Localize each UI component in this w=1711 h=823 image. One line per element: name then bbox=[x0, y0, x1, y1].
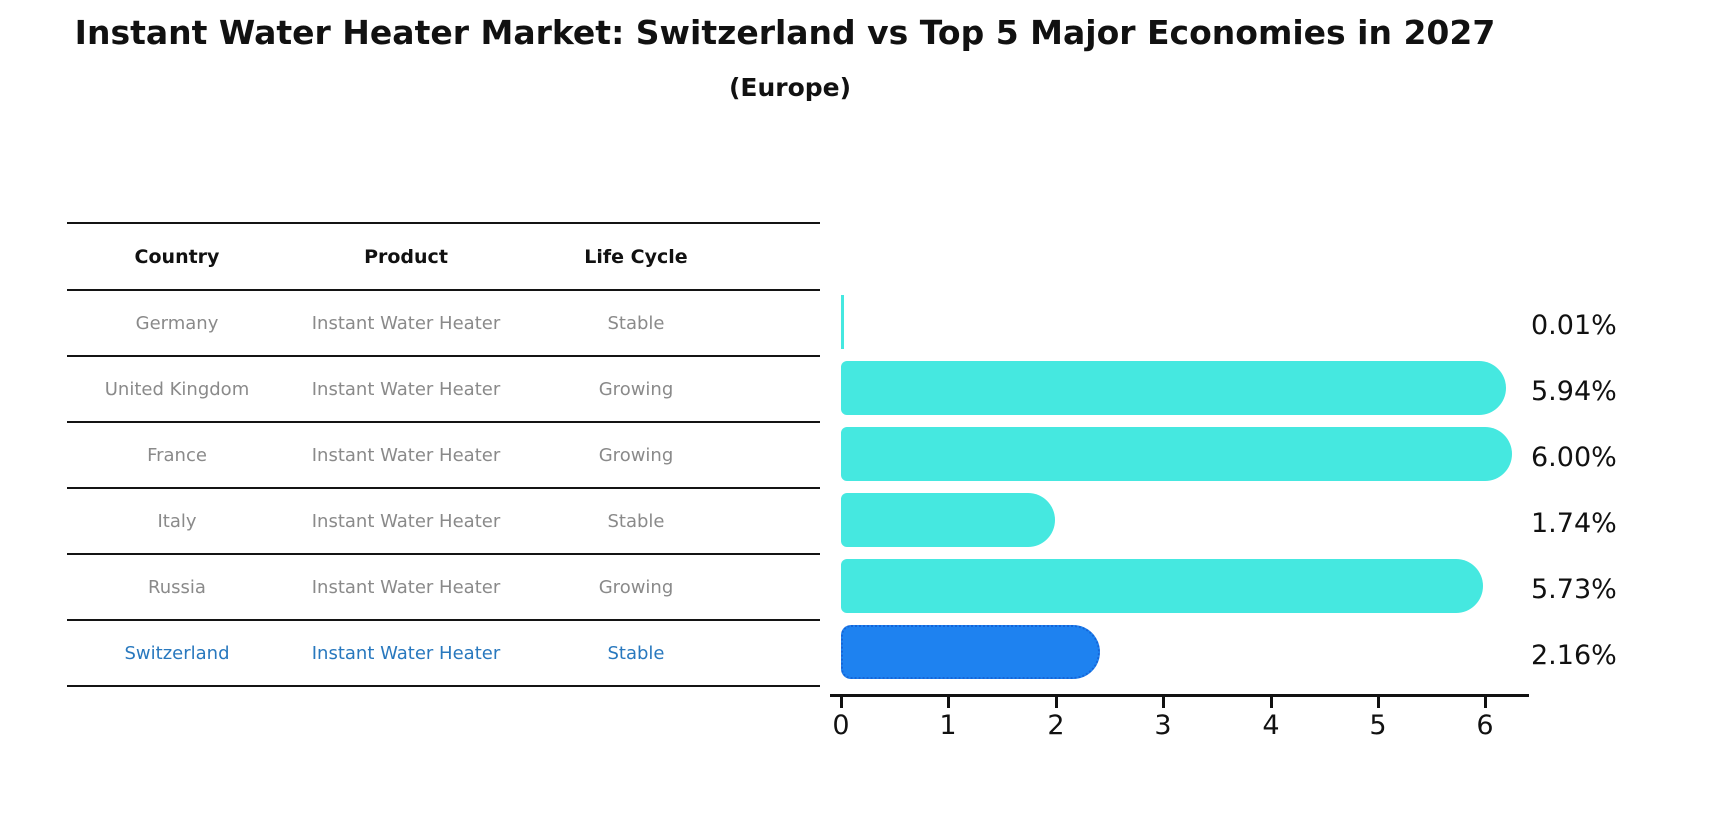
life-cycle-cell: Growing bbox=[598, 444, 674, 466]
value-label: 2.16% bbox=[1531, 640, 1617, 671]
product-cell: Instant Water Heater bbox=[311, 510, 501, 532]
bar-switzerland bbox=[841, 625, 1100, 679]
bar-italy bbox=[841, 493, 1055, 547]
value-label: 5.73% bbox=[1531, 574, 1617, 605]
table-row: United Kingdom Instant Water Heater Growin… bbox=[67, 355, 820, 421]
life-cycle-cell: Stable bbox=[607, 312, 665, 334]
bar-france bbox=[841, 427, 1512, 481]
country-cell: Germany bbox=[135, 312, 219, 334]
x-axis-line bbox=[830, 694, 1529, 697]
product-cell: Instant Water Heater bbox=[311, 378, 501, 400]
table-header-cell: Life Cycle bbox=[584, 245, 688, 268]
x-tick-label: 1 bbox=[939, 710, 957, 741]
x-tick-label: 2 bbox=[1047, 710, 1065, 741]
table-header-row: Country Product Life Cycle bbox=[67, 222, 820, 289]
life-cycle-cell: Growing bbox=[598, 378, 674, 400]
country-cell: France bbox=[147, 444, 207, 466]
x-tick-mark bbox=[840, 697, 843, 708]
chart-title: Instant Water Heater Market: Switzerland… bbox=[74, 13, 1496, 52]
life-cycle-cell: Growing bbox=[598, 576, 674, 598]
x-tick-label: 6 bbox=[1476, 710, 1494, 741]
x-tick-mark bbox=[1162, 697, 1165, 708]
x-tick-label: 4 bbox=[1262, 710, 1280, 741]
table-header-cell: Product bbox=[364, 245, 448, 268]
table-row: Russia Instant Water Heater Growing bbox=[67, 553, 820, 619]
chart-subtitle: (Europe) bbox=[728, 73, 852, 102]
value-label: 1.74% bbox=[1531, 508, 1617, 539]
country-cell: United Kingdom bbox=[104, 378, 250, 400]
table-header-cell: Country bbox=[134, 245, 220, 268]
x-tick-mark bbox=[1055, 697, 1058, 708]
product-cell: Instant Water Heater bbox=[311, 642, 501, 664]
bar-germany bbox=[841, 295, 844, 349]
table-row: Switzerland Instant Water Heater Stable bbox=[67, 619, 820, 687]
life-cycle-cell: Stable bbox=[607, 642, 665, 664]
country-cell: Russia bbox=[148, 576, 206, 598]
country-cell: Italy bbox=[157, 510, 197, 532]
x-tick-mark bbox=[947, 697, 950, 708]
x-tick-label: 0 bbox=[832, 710, 850, 741]
value-label: 6.00% bbox=[1531, 442, 1617, 473]
bar-united-kingdom bbox=[841, 361, 1506, 415]
product-cell: Instant Water Heater bbox=[311, 312, 501, 334]
x-tick-label: 5 bbox=[1369, 710, 1387, 741]
x-tick-label: 3 bbox=[1154, 710, 1172, 741]
bar-russia bbox=[841, 559, 1483, 613]
product-cell: Instant Water Heater bbox=[311, 576, 501, 598]
value-label: 0.01% bbox=[1531, 310, 1617, 341]
value-label: 5.94% bbox=[1531, 376, 1617, 407]
product-cell: Instant Water Heater bbox=[311, 444, 501, 466]
table-row: Italy Instant Water Heater Stable bbox=[67, 487, 820, 553]
x-tick-mark bbox=[1377, 697, 1380, 708]
table-row: Germany Instant Water Heater Stable bbox=[67, 289, 820, 355]
country-cell: Switzerland bbox=[124, 642, 230, 664]
x-tick-mark bbox=[1484, 697, 1487, 708]
life-cycle-cell: Stable bbox=[607, 510, 665, 532]
table-row: France Instant Water Heater Growing bbox=[67, 421, 820, 487]
country-info-table: Country Product Life Cycle Germany Instant W… bbox=[67, 222, 820, 687]
x-tick-mark bbox=[1270, 697, 1273, 708]
